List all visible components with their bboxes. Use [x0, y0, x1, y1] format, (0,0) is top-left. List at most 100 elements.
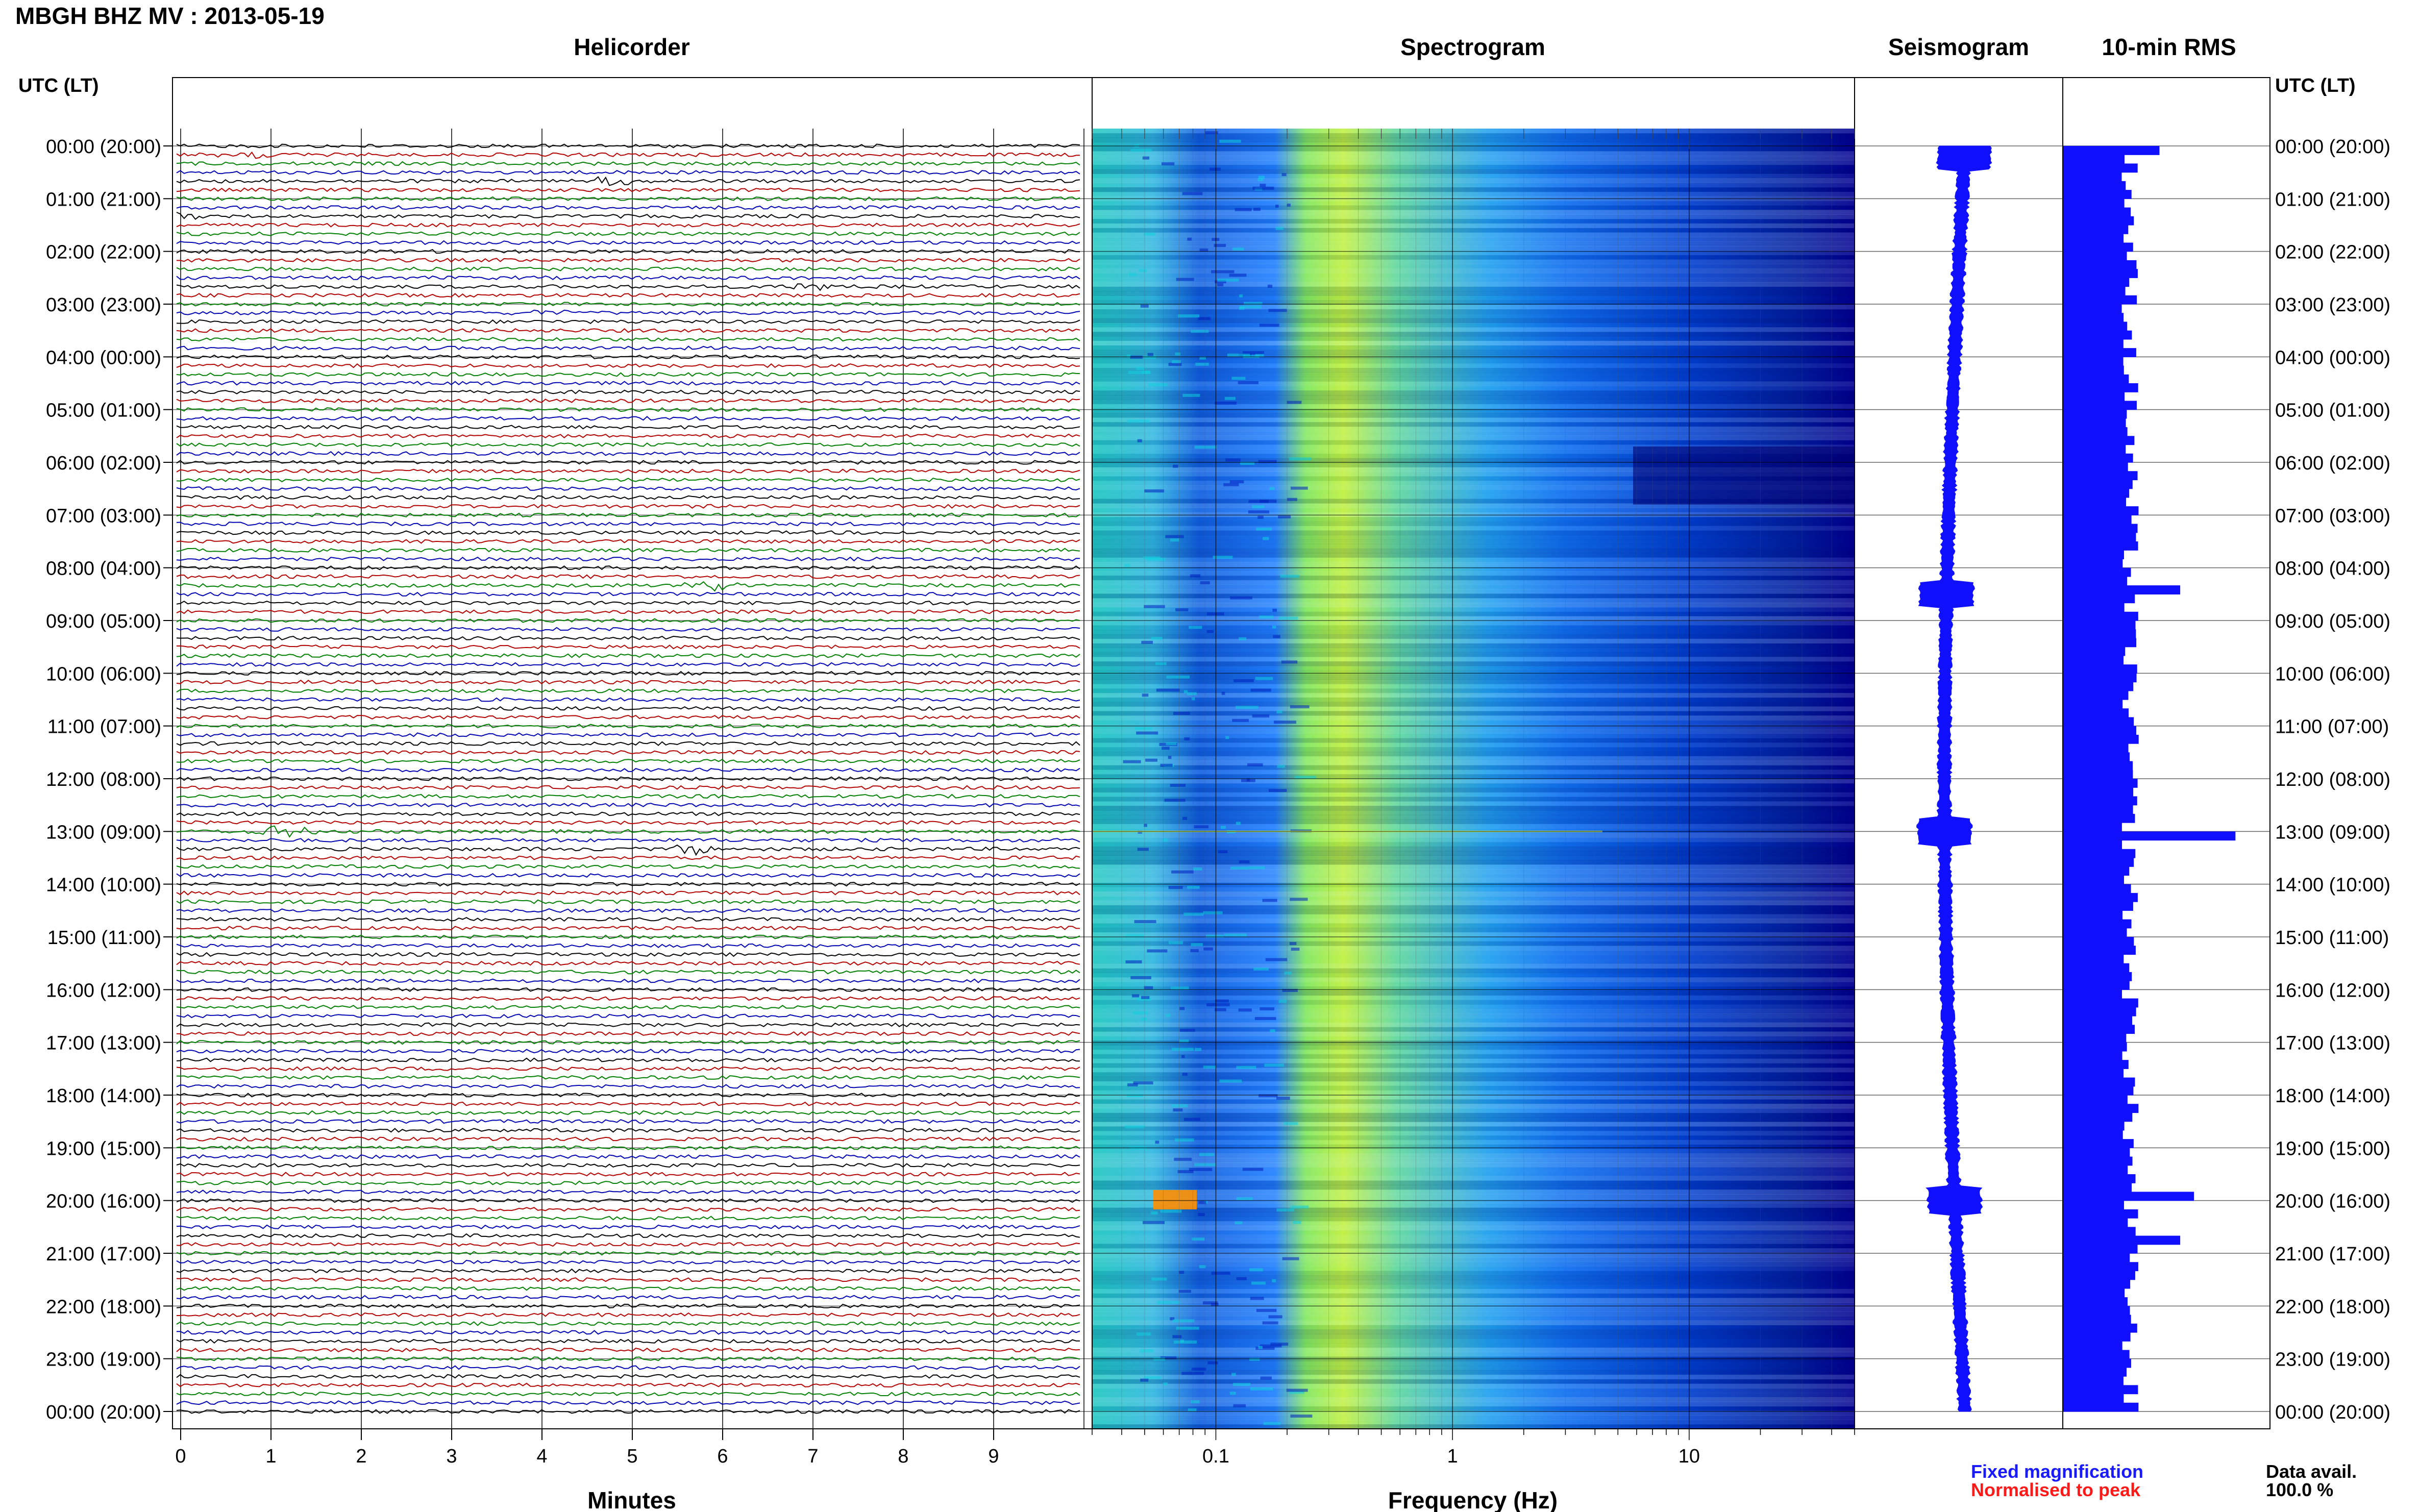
spectrogram-speck	[1126, 354, 1131, 358]
helicorder-trace	[176, 240, 1080, 245]
rms-bar	[2063, 893, 2138, 902]
helicorder-trace	[176, 1005, 1080, 1010]
helicorder-trace	[176, 205, 1080, 210]
spectrogram-speck	[1166, 742, 1177, 746]
spectrogram-strip	[1092, 1040, 1855, 1046]
time-tick-label-left: 00:00 (20:00)	[46, 1402, 161, 1423]
helicorder-trace	[176, 266, 1080, 271]
time-tick-label-left: 11:00 (07:00)	[47, 716, 161, 738]
spectrogram-strip	[1092, 367, 1855, 373]
rms-bar	[2063, 902, 2133, 911]
time-tick-label-left: 02:00 (22:00)	[46, 242, 161, 263]
spectrogram-speck	[1293, 1221, 1301, 1224]
spectrogram-speck	[1189, 1168, 1213, 1171]
spectrogram-speck	[1171, 1048, 1194, 1051]
spectrogram-strip	[1092, 1112, 1855, 1118]
spectrogram-strip	[1092, 1374, 1855, 1380]
spectrogram-speck	[1238, 1008, 1252, 1012]
spectrogram-strip	[1092, 729, 1855, 734]
helicorder-trace	[176, 688, 1080, 693]
helicorder-trace	[176, 1163, 1080, 1168]
helicorder-trace	[176, 1101, 1080, 1106]
spectrogram-strip	[1092, 770, 1855, 775]
rms-bar	[2063, 1271, 2135, 1280]
rms-bar	[2063, 1358, 2131, 1368]
spectrogram-speck	[1242, 351, 1264, 355]
spectrogram-speck	[1165, 535, 1184, 538]
chart-title: MBGH BHZ MV : 2013-05-19	[15, 3, 325, 29]
spectrogram-speck	[1278, 1000, 1287, 1003]
spectrogram-title: Spectrogram	[1400, 34, 1545, 60]
time-tick-label-left: 08:00 (04:00)	[46, 558, 161, 580]
spectrogram-strip	[1092, 995, 1855, 1001]
time-tick-label-right: 02:00 (22:00)	[2275, 242, 2390, 263]
spectrogram-strip	[1092, 268, 1855, 274]
spectrogram-speck	[1265, 958, 1288, 961]
helicorder-trace	[176, 864, 1080, 869]
spectrogram-strip	[1092, 873, 1855, 879]
spectrogram-strip	[1092, 1361, 1855, 1366]
spectrogram-strip	[1092, 539, 1855, 544]
spectrogram-strip	[1092, 1366, 1855, 1371]
spectrogram-speck	[1195, 362, 1209, 366]
rms-bar	[2063, 1139, 2134, 1148]
spectrogram-strip	[1092, 652, 1855, 657]
spectrogram-speck	[1231, 377, 1246, 380]
helicorder-trace	[176, 697, 1080, 702]
spectrogram-speck	[1172, 1335, 1182, 1339]
helicorder-trace	[176, 714, 1080, 720]
spectrogram-speck	[1230, 596, 1252, 600]
helicorder-trace	[176, 1374, 1080, 1379]
rms-bar	[2063, 453, 2133, 463]
rms-bar	[2063, 1323, 2137, 1333]
spectrogram-speck	[1240, 305, 1262, 309]
helicorder-trace	[176, 1295, 1080, 1300]
spectrogram-strip	[1092, 264, 1855, 269]
spectrogram-strip	[1092, 1104, 1855, 1109]
spectrogram-strip	[1092, 919, 1855, 924]
helicorder-trace	[176, 811, 1080, 816]
spectrogram-speck	[1166, 675, 1190, 679]
rms-bar	[2063, 251, 2127, 261]
helicorder-trace	[176, 512, 1080, 518]
helicorder-trace	[176, 548, 1080, 553]
spectrogram-speck	[1290, 1414, 1313, 1418]
helicorder-trace	[176, 460, 1080, 465]
spectrogram-strip	[1092, 797, 1855, 802]
rms-bar	[2063, 567, 2131, 577]
minute-tick-label: 0	[175, 1446, 186, 1467]
spectrogram-speck	[1176, 278, 1194, 281]
spectrogram-speck	[1192, 697, 1195, 701]
spectrogram-strip	[1092, 340, 1855, 346]
rms-bar	[2063, 1350, 2130, 1359]
helicorder-trace	[177, 258, 1080, 263]
helicorder-trace	[176, 1128, 1080, 1133]
spectrogram-strip	[1092, 851, 1855, 856]
spectrogram-strip	[1092, 720, 1855, 725]
spectrogram-speck	[1129, 273, 1137, 277]
spectrogram-strip	[1092, 1058, 1855, 1063]
spectrogram-speck	[1281, 173, 1287, 177]
spectrogram-strip	[1092, 760, 1855, 765]
spectrogram-speck	[1251, 1281, 1266, 1285]
spectrogram-strip	[1092, 1009, 1855, 1014]
spectrogram-speck	[1258, 1094, 1278, 1098]
spectrogram-strip	[1092, 1139, 1855, 1145]
helicorder-trace	[176, 855, 1080, 860]
rms-bar	[2063, 348, 2136, 357]
rms-bar	[2063, 1051, 2122, 1060]
spectrogram-speck	[1136, 367, 1145, 370]
rms-bar	[2063, 1306, 2130, 1316]
helicorder-trace	[176, 574, 1080, 579]
spectrogram-speck	[1144, 1376, 1161, 1379]
rms-bar	[2063, 1341, 2122, 1351]
spectrogram-strip	[1092, 151, 1855, 156]
spectrogram-strip	[1092, 932, 1855, 937]
spectrogram-speck	[1259, 615, 1274, 619]
rms-bar	[2063, 946, 2136, 955]
spectrogram-strip	[1092, 1325, 1855, 1330]
seismogram-trace	[1916, 145, 1992, 1412]
spectrogram-strip	[1092, 864, 1855, 870]
rms-bar	[2063, 1227, 2136, 1236]
spectrogram-strip	[1092, 941, 1855, 946]
